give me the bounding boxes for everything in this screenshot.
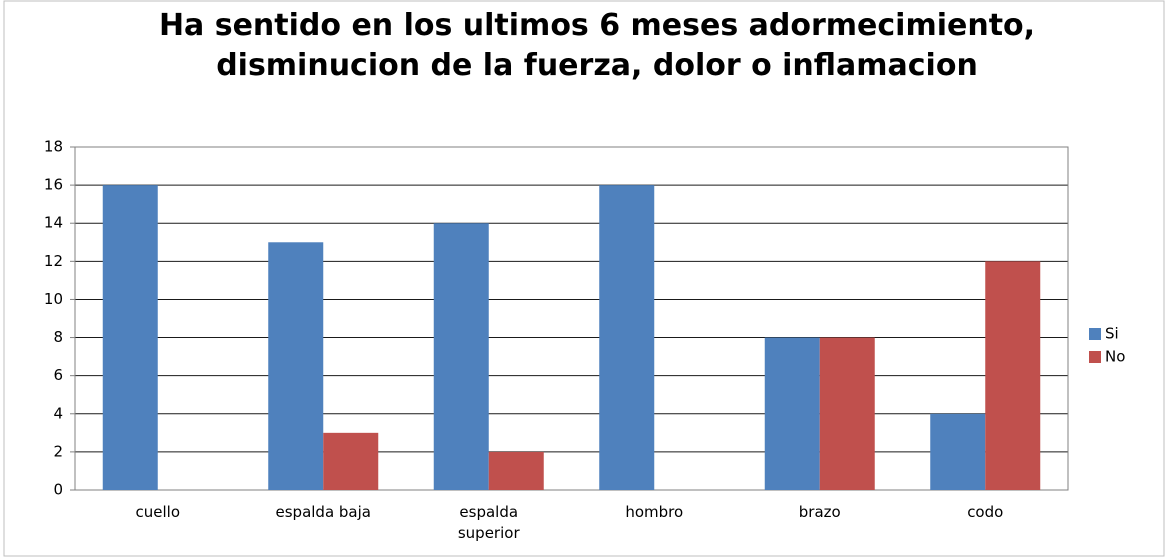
plot-area-border [74, 146, 1069, 491]
x-tick-label: espalda baja [275, 503, 371, 521]
y-tick-label: 2 [53, 442, 63, 460]
bar [268, 242, 324, 490]
y-tick-label: 0 [53, 481, 63, 499]
chart-title: Ha sentido en los ultimos 6 meses adorme… [158, 8, 1036, 83]
bar [819, 337, 875, 490]
y-tick-label: 14 [44, 214, 63, 232]
chart-border [3, 0, 1165, 557]
legend-swatch [1089, 328, 1101, 340]
y-tick-label: 4 [53, 404, 63, 422]
bar [323, 432, 379, 490]
y-tick-label: 8 [53, 328, 63, 346]
bar [930, 413, 986, 490]
bar [985, 261, 1041, 490]
bar [488, 451, 544, 490]
legend-label: No [1105, 348, 1125, 366]
y-tick-label: 10 [44, 290, 63, 308]
x-tick-label: hombro [625, 503, 684, 521]
bar [599, 185, 655, 490]
x-tick-label: espalda superior [457, 503, 520, 542]
x-tick-label: cuello [135, 503, 181, 521]
legend-label: Si [1105, 325, 1119, 343]
x-tick-label: brazo [798, 503, 841, 521]
bar [764, 337, 820, 490]
x-tick-label: codo [967, 503, 1004, 521]
y-tick-label: 18 [44, 138, 63, 156]
y-tick-label: 16 [44, 176, 63, 194]
bar [102, 185, 158, 490]
legend-swatch [1089, 351, 1101, 363]
bar [433, 223, 489, 490]
y-tick-label: 12 [44, 252, 63, 270]
y-tick-label: 6 [53, 366, 63, 384]
